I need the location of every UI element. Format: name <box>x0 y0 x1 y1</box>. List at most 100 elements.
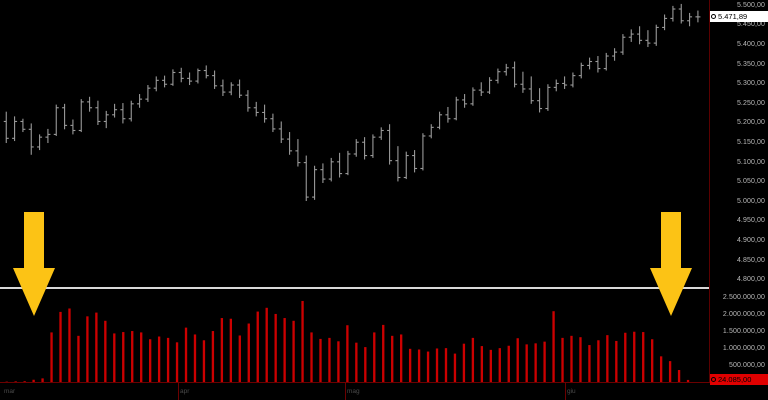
price-axis-tick: 5.050,00 <box>736 178 765 186</box>
ohlc-bar <box>62 103 68 130</box>
volume-bar <box>59 311 62 383</box>
ohlc-bar <box>595 56 601 73</box>
ohlc-bar <box>428 124 434 139</box>
ohlc-bar <box>587 57 593 70</box>
volume-bar <box>570 335 573 383</box>
ohlc-bar <box>178 67 184 83</box>
price-axis-tick: 4.950,00 <box>736 217 765 225</box>
volume-bar <box>95 312 98 383</box>
price-pane[interactable] <box>0 0 710 288</box>
ohlc-bar <box>695 10 701 23</box>
ohlc-bar <box>420 133 426 171</box>
ohlc-bar <box>320 163 326 183</box>
pane-divider <box>0 287 768 289</box>
volume-bar <box>229 318 233 383</box>
volume-bar <box>86 316 89 383</box>
volume-bar <box>624 332 627 383</box>
volume-bar <box>382 324 385 383</box>
ohlc-bar <box>28 123 34 155</box>
volume-bar <box>140 332 143 383</box>
left-down-arrow[interactable] <box>13 212 55 316</box>
volume-bar <box>319 338 322 383</box>
ohlc-bar <box>562 76 568 89</box>
ohlc-bar <box>70 119 76 135</box>
ohlc-bar <box>253 101 259 117</box>
price-scale-axis[interactable]: 5.500,00 5.450,00 5.400,00 5.350,00 5.300,00… <box>709 0 768 400</box>
ohlc-bar <box>212 70 218 89</box>
volume-bar <box>400 334 403 383</box>
volume-bar <box>391 335 394 383</box>
time-scale-axis[interactable]: mar apr mag giu <box>0 382 710 400</box>
ohlc-bar <box>170 69 176 86</box>
volume-bar <box>561 337 564 383</box>
right-down-arrow[interactable] <box>650 212 692 324</box>
price-axis-tick: 5.100,00 <box>736 158 765 166</box>
volume-bar <box>175 342 179 383</box>
time-axis-tick: apr <box>180 388 190 395</box>
price-axis-tick: 4.850,00 <box>736 256 765 264</box>
price-axis-tick: 5.400,00 <box>736 41 765 49</box>
volume-bars-series <box>5 300 699 383</box>
volume-bar <box>364 347 367 383</box>
volume-bar <box>122 332 125 383</box>
ohlc-bar <box>245 90 251 112</box>
ohlc-bar <box>662 14 668 31</box>
volume-bar <box>274 313 277 383</box>
volume-bar <box>408 348 412 383</box>
ohlc-bar <box>487 77 493 95</box>
ohlc-bar <box>53 104 59 136</box>
ohlc-bar <box>412 150 418 173</box>
ohlc-bar <box>295 139 301 167</box>
volume-bar <box>256 311 259 383</box>
volume-bar <box>426 351 430 383</box>
volume-bar <box>373 332 376 383</box>
volume-bar <box>435 348 439 383</box>
time-axis-separator <box>345 383 346 400</box>
volume-bar <box>552 311 555 383</box>
volume-bar <box>68 308 71 383</box>
volume-bar <box>471 337 475 383</box>
volume-bar <box>686 379 690 383</box>
volume-bar <box>148 339 152 383</box>
ohlc-bar <box>353 139 359 157</box>
ohlc-bar <box>303 155 309 202</box>
ohlc-bar <box>528 76 534 104</box>
ohlc-bar <box>570 72 576 88</box>
ohlc-bar <box>112 103 118 118</box>
price-axis-tick: 5.300,00 <box>736 80 765 88</box>
ohlc-bar <box>228 82 234 96</box>
ohlc-bar <box>620 34 626 55</box>
ohlc-bar <box>603 52 609 71</box>
volume-bar <box>166 337 170 383</box>
volume-bar <box>642 332 645 383</box>
ohlc-bar <box>678 3 684 24</box>
volume-pane[interactable] <box>0 289 710 383</box>
volume-axis-tick: 2.000.000,00 <box>722 310 765 318</box>
current-price-badge[interactable]: 5.471,89 <box>710 11 768 23</box>
volume-bar <box>211 331 215 383</box>
ohlc-bar <box>287 132 293 155</box>
ohlc-bar <box>262 104 268 123</box>
current-volume-badge[interactable]: 24.085,00 <box>710 374 768 385</box>
ohlc-bar <box>345 150 351 176</box>
ohlc-bar <box>3 111 9 144</box>
volume-bar <box>202 340 206 383</box>
ohlc-bar <box>220 79 226 96</box>
ohlc-bar <box>370 134 376 158</box>
ohlc-bar <box>453 96 459 121</box>
volume-bar <box>417 349 421 383</box>
ohlc-bar <box>378 127 384 140</box>
volume-bar <box>292 320 295 383</box>
ohlc-bar <box>670 5 676 22</box>
volume-bar <box>489 349 492 383</box>
volume-bar <box>633 331 636 383</box>
volume-bar <box>238 335 241 383</box>
arrow-head <box>13 268 55 316</box>
volume-bar <box>597 340 600 383</box>
volume-bar <box>651 339 654 383</box>
ohlc-bar <box>362 137 368 160</box>
ohlc-bar <box>512 61 518 88</box>
time-axis-separator <box>178 383 179 400</box>
ohlc-bar <box>45 128 51 144</box>
